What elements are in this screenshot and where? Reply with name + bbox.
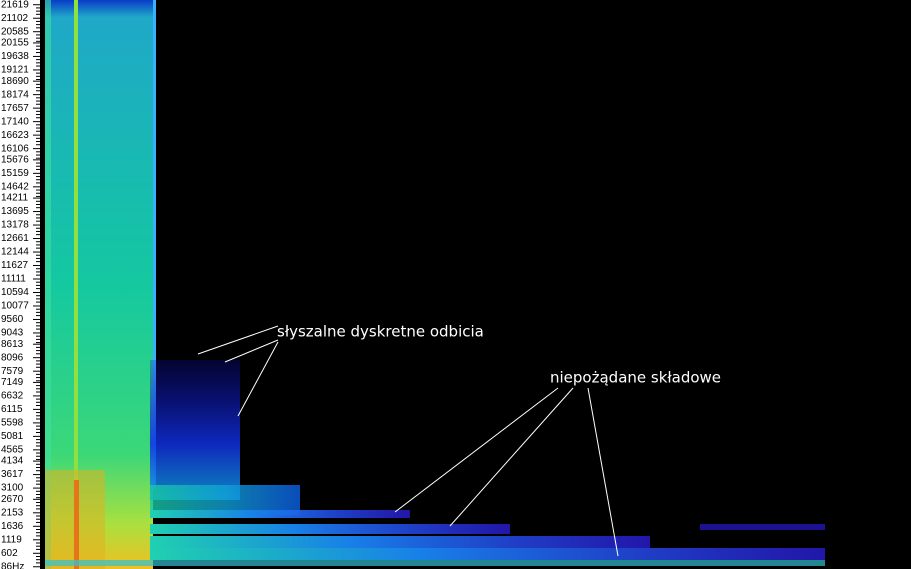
y-tick-label: 20585 xyxy=(1,26,29,37)
y-tick-label: 7579 xyxy=(1,366,24,377)
stripe xyxy=(700,524,825,530)
y-tick-label: 86Hz xyxy=(1,561,24,569)
y-tick-label: 7149 xyxy=(1,377,24,388)
y-tick-label: 9043 xyxy=(1,328,24,339)
annotation: słyszalne dyskretne odbicia xyxy=(277,323,484,341)
annotation-line xyxy=(237,341,279,417)
spectrum-edge xyxy=(153,0,156,490)
y-tick-label: 3617 xyxy=(1,469,24,480)
reflections xyxy=(150,360,240,500)
y-tick-label: 6632 xyxy=(1,391,24,402)
spectrum-line xyxy=(74,0,78,569)
y-tick-label: 2153 xyxy=(1,507,24,518)
y-tick-label: 19638 xyxy=(1,51,29,62)
y-tick-label: 19121 xyxy=(1,65,29,76)
y-tick-label: 10594 xyxy=(1,287,29,298)
y-tick-label: 14642 xyxy=(1,181,29,192)
y-tick-label: 10077 xyxy=(1,301,29,312)
y-tick-label: 16623 xyxy=(1,130,29,141)
y-tick-label: 6115 xyxy=(1,404,23,415)
y-tick-label: 21619 xyxy=(1,0,29,10)
y-tick-label: 13178 xyxy=(1,220,29,231)
y-tick-label: 8613 xyxy=(1,339,24,350)
y-tick-label: 14211 xyxy=(1,193,29,204)
spectrum-edge xyxy=(45,0,51,569)
y-tick-label: 12144 xyxy=(1,247,29,258)
y-tick-label: 15159 xyxy=(1,168,29,179)
annotation-line xyxy=(587,387,619,557)
stripe xyxy=(150,510,410,518)
y-tick-label: 21102 xyxy=(1,13,29,24)
stripe xyxy=(150,548,825,560)
y-tick-label: 2670 xyxy=(1,494,24,505)
y-tick-label: 17657 xyxy=(1,103,29,114)
annotation: niepożądane składowe xyxy=(550,369,721,387)
y-tick-label: 11111 xyxy=(1,274,26,285)
y-tick-label: 5081 xyxy=(1,431,24,442)
y-tick-label: 8096 xyxy=(1,352,24,363)
annotation-line xyxy=(224,339,279,363)
y-tick-label: 18690 xyxy=(1,76,29,87)
stripe xyxy=(150,524,510,534)
annotation-line xyxy=(449,387,574,527)
annotation-line xyxy=(197,325,279,355)
y-tick-label: 20155 xyxy=(1,38,29,49)
y-tick-label: 15676 xyxy=(1,154,29,165)
y-tick-label: 17140 xyxy=(1,116,29,127)
y-tick-label: 4565 xyxy=(1,444,24,455)
y-tick-label: 11627 xyxy=(1,260,29,271)
y-tick-label: 12661 xyxy=(1,233,29,244)
y-tick-label: 13695 xyxy=(1,206,29,217)
annotation-line xyxy=(394,387,559,513)
y-tick-label: 16106 xyxy=(1,143,29,154)
y-tick-label: 18174 xyxy=(1,89,29,100)
stripe xyxy=(45,560,825,566)
y-tick-label: 3100 xyxy=(1,483,24,494)
spectrum-low xyxy=(45,470,105,569)
y-tick-label: 1119 xyxy=(1,534,22,545)
stripe xyxy=(150,536,650,548)
y-tick-label: 9560 xyxy=(1,314,24,325)
y-tick-label: 5598 xyxy=(1,418,24,429)
y-tick-label: 602 xyxy=(1,548,18,559)
y-tick-label: 4134 xyxy=(1,456,24,467)
y-tick-label: 1636 xyxy=(1,521,24,532)
